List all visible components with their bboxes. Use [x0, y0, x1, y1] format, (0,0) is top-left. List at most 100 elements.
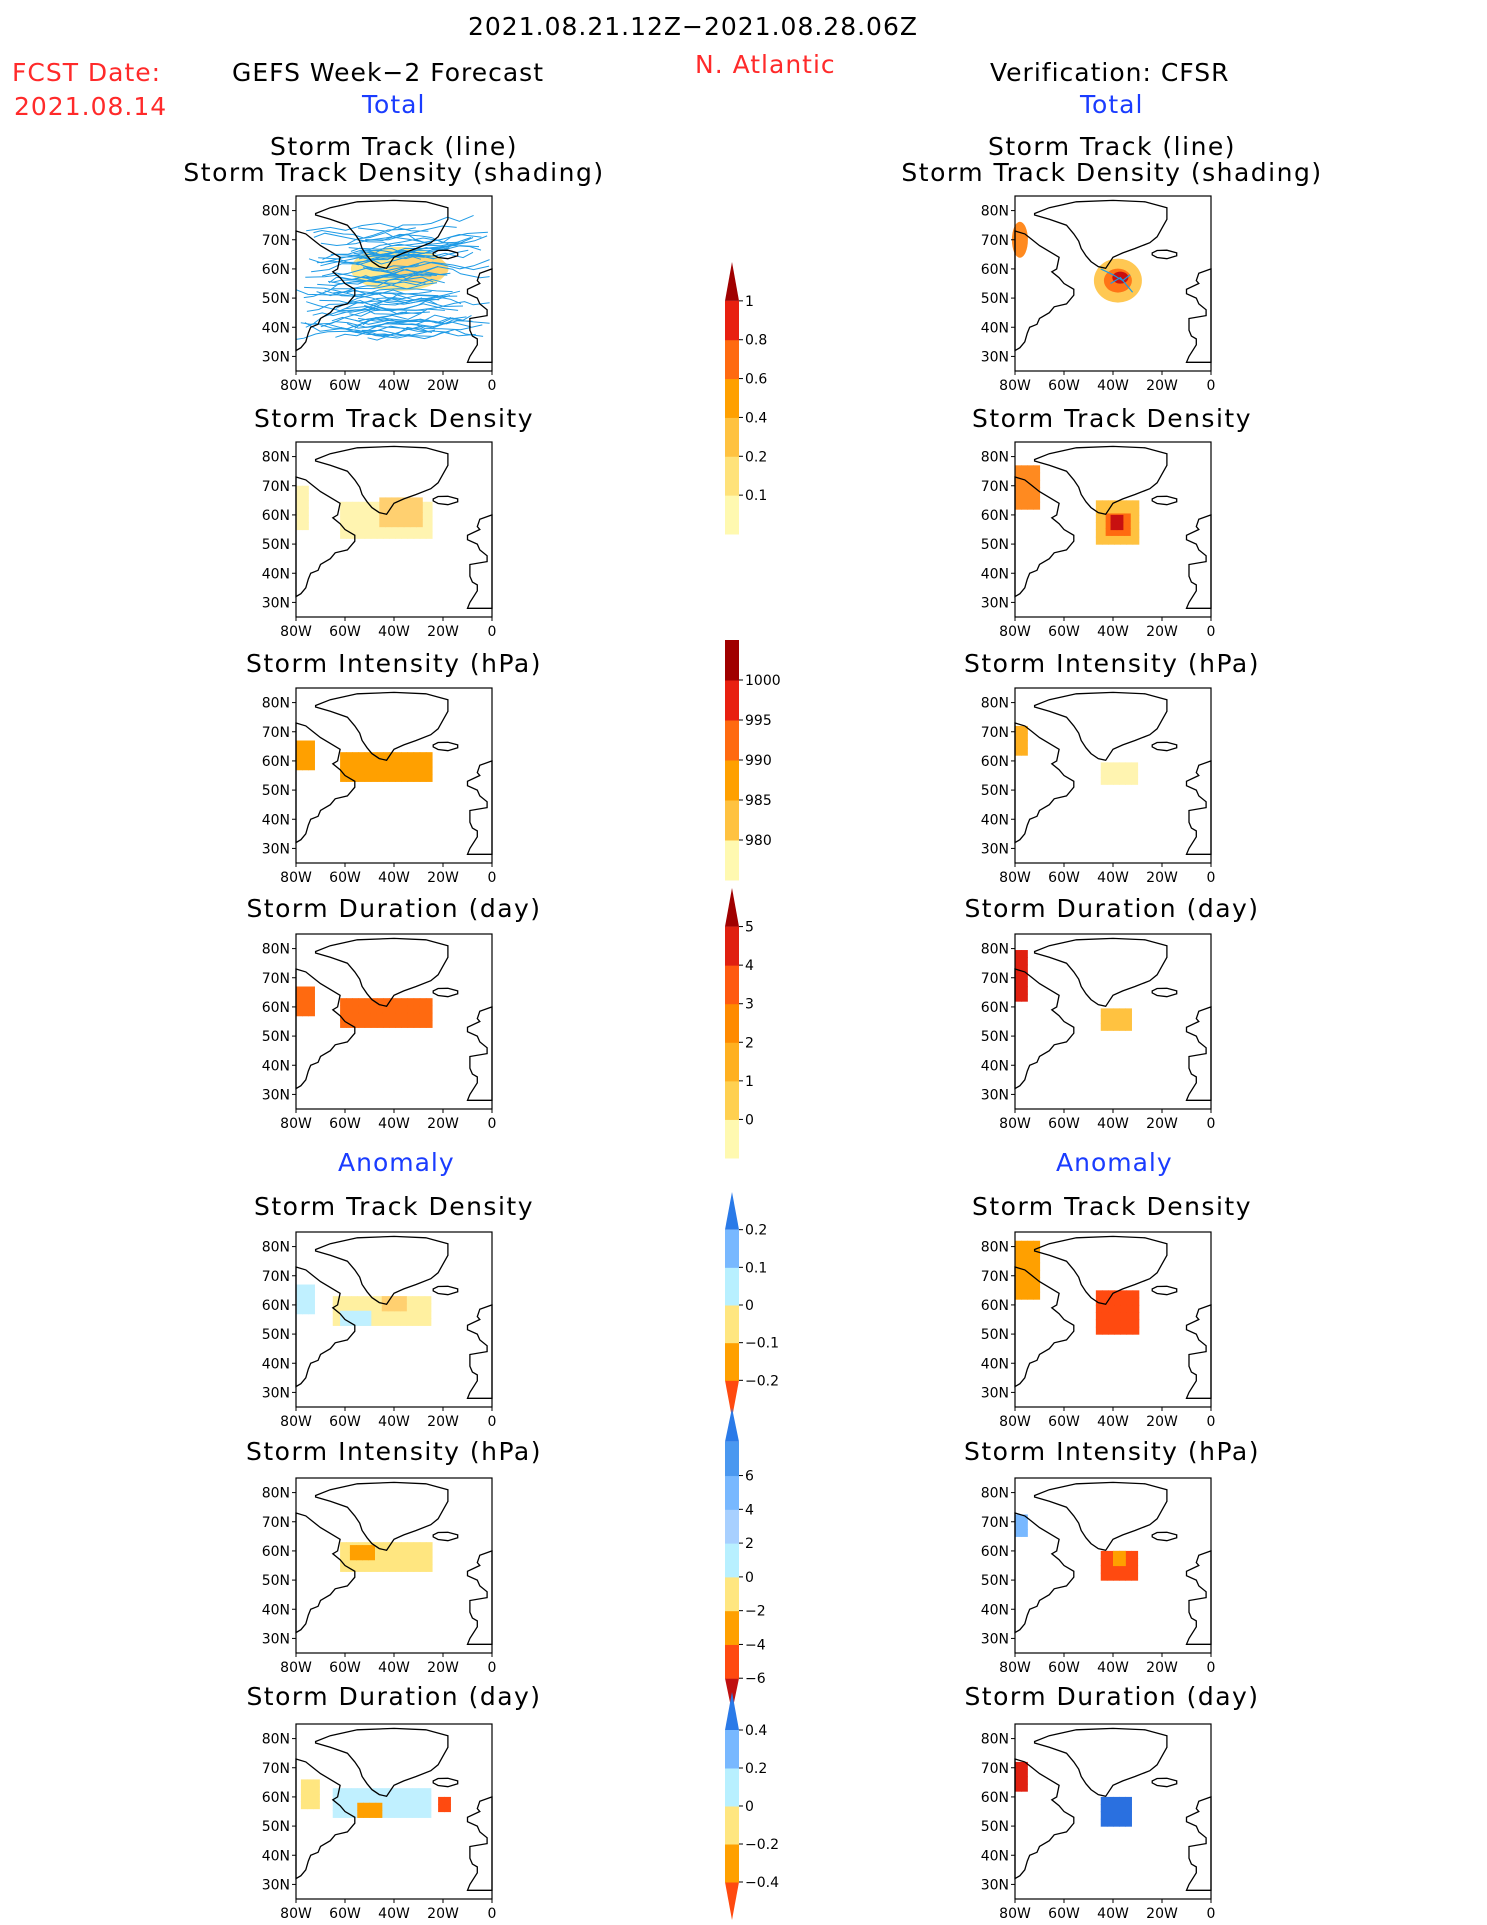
forecast-total-label: Total: [362, 90, 426, 119]
grid-cell: [307, 1801, 314, 1810]
grid-cell: [424, 1310, 432, 1319]
grid-cell: [425, 766, 433, 775]
grid-cell: [397, 512, 405, 520]
colorbar-swatch: [725, 1475, 739, 1510]
grid-cell: [308, 1001, 315, 1009]
grid-cell: [419, 1020, 427, 1028]
colorbar-swatch: [725, 1267, 739, 1306]
storm-track-line: [308, 246, 440, 264]
grid-cell: [346, 1012, 353, 1021]
grid-cell: [424, 1802, 432, 1811]
lon-tick-label: 20W: [427, 624, 459, 640]
grid-cell: [389, 523, 396, 532]
lat-tick-label: 60N: [981, 1000, 1009, 1016]
colorbar-tick-label: 2: [745, 1536, 754, 1552]
grid-cell: [349, 1545, 357, 1553]
grid-cell: [364, 1564, 372, 1572]
lat-tick-label: 30N: [262, 1877, 290, 1893]
colorbar-tick-label: 3: [745, 997, 754, 1013]
grid-cell: [424, 1303, 432, 1312]
grid-cell: [407, 759, 415, 768]
grid-cell: [1126, 1297, 1134, 1306]
lon-tick-label: 20W: [427, 1906, 459, 1922]
grid-cell: [1100, 1572, 1108, 1581]
fcst-date-label: FCST Date:: [12, 58, 162, 87]
grid-cell: [1100, 1565, 1108, 1574]
lat-tick-label: 40N: [981, 1602, 1009, 1618]
grid-cell: [1126, 1304, 1134, 1313]
grid-cell: [1125, 769, 1132, 778]
lat-tick-label: 40N: [981, 1848, 1009, 1864]
grid-cell: [1101, 514, 1109, 523]
lat-tick-label: 40N: [981, 320, 1009, 336]
grid-cell: [1125, 1550, 1132, 1559]
map-panel-verification-density_anomaly: 80W 60W 40W 20W 0 80N 70N 60N 50N 40N 30N: [981, 1231, 1215, 1430]
colorbar-duration_total: 0 1 2 3 4 5: [725, 888, 754, 1159]
grid-cell: [351, 1810, 358, 1818]
grid-cell: [362, 1545, 369, 1553]
storm-track-line: [320, 225, 457, 247]
grid-cell: [394, 1303, 401, 1312]
storm-track-line: [331, 308, 445, 322]
grid-cell: [397, 504, 405, 513]
fcst-duration-title: Storm Duration (day): [246, 894, 542, 923]
grid-cell: [381, 1310, 389, 1319]
colorbar-duration_anomaly: −0.4 −0.2 0 0.2 0.4: [725, 1692, 779, 1920]
grid-cell: [1021, 993, 1028, 1002]
lat-tick-label: 50N: [981, 1029, 1009, 1045]
lon-tick-label: 20W: [427, 870, 459, 886]
grid-cell: [1108, 1290, 1115, 1299]
grid-cell: [1126, 507, 1134, 516]
grid-cell: [1125, 762, 1132, 771]
grid-cell: [352, 1020, 360, 1028]
grid-cell: [332, 1788, 340, 1797]
grid-cell: [1114, 1290, 1121, 1299]
colorbar-swatch: [725, 339, 739, 380]
grid-cell: [364, 1020, 372, 1028]
grid-cell: [1033, 472, 1041, 481]
grid-cell: [1015, 1284, 1022, 1293]
lon-tick-label: 60W: [1048, 870, 1080, 886]
grid-cell: [1033, 1284, 1041, 1293]
forecast-anomaly-label: Anomaly: [338, 1148, 455, 1177]
grid-cell: [1033, 487, 1041, 496]
grid-cell: [419, 1005, 427, 1014]
grid-cell: [352, 1556, 360, 1565]
grid-cell: [416, 504, 423, 513]
grid-cell: [1021, 1529, 1028, 1537]
grid-cell: [346, 1549, 353, 1558]
grid-cell: [1126, 500, 1134, 509]
grid-cell: [364, 1318, 372, 1326]
grid-cell: [300, 1779, 308, 1788]
lat-tick-label: 30N: [981, 595, 1009, 611]
grid-cell: [419, 523, 427, 532]
grid-cell: [358, 1012, 366, 1021]
lat-tick-label: 60N: [981, 1544, 1009, 1560]
grid-cell: [296, 514, 303, 523]
lon-tick-label: 20W: [427, 1414, 459, 1430]
grid-cell: [425, 759, 433, 768]
colorbar-intensity_total: 980 985 990 995 1000: [725, 640, 781, 881]
storm-track-line: [316, 276, 434, 297]
grid-cell: [1101, 1326, 1109, 1335]
grid-cell: [413, 1542, 421, 1551]
grid-cell: [358, 774, 366, 782]
grid-cell: [381, 1303, 389, 1312]
grid-cell: [313, 1794, 320, 1802]
lon-tick-label: 0: [1207, 378, 1216, 394]
grid-cell: [400, 1310, 407, 1319]
grid-cell: [1033, 1291, 1041, 1300]
grid-cell: [389, 1549, 396, 1558]
grid-cell: [1015, 1269, 1022, 1278]
grid-cell: [1131, 769, 1139, 778]
grid-cell: [412, 1303, 420, 1312]
grid-cell: [381, 1802, 389, 1811]
grid-cell: [364, 759, 372, 768]
grid-cell: [400, 1795, 407, 1804]
colorbar-tick-label: 0.2: [745, 449, 767, 465]
grid-cell: [395, 523, 402, 532]
grid-cell: [302, 485, 309, 494]
grid-cell: [356, 1552, 363, 1561]
grid-cell: [302, 514, 309, 523]
colorbar-tick-label: 985: [745, 793, 772, 809]
